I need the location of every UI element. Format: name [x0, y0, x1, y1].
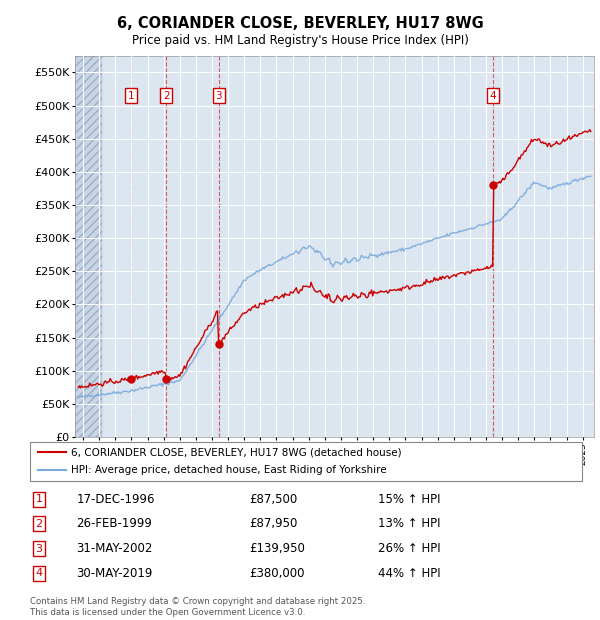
Bar	[75, 56, 103, 437]
Text: 4: 4	[35, 569, 43, 578]
Text: 3: 3	[35, 544, 43, 554]
Text: 3: 3	[215, 91, 222, 101]
Text: 2: 2	[35, 519, 43, 529]
FancyBboxPatch shape	[30, 442, 582, 481]
Text: 30-MAY-2019: 30-MAY-2019	[76, 567, 152, 580]
Text: 15% ↑ HPI: 15% ↑ HPI	[378, 493, 440, 505]
Text: 1: 1	[35, 494, 43, 504]
Text: Contains HM Land Registry data © Crown copyright and database right 2025.
This d: Contains HM Land Registry data © Crown c…	[30, 598, 365, 617]
Text: 17-DEC-1996: 17-DEC-1996	[76, 493, 155, 505]
Text: 1: 1	[127, 91, 134, 101]
Text: £87,950: £87,950	[249, 518, 298, 530]
Text: £87,500: £87,500	[249, 493, 297, 505]
Text: 6, CORIANDER CLOSE, BEVERLEY, HU17 8WG: 6, CORIANDER CLOSE, BEVERLEY, HU17 8WG	[116, 16, 484, 30]
Text: 13% ↑ HPI: 13% ↑ HPI	[378, 518, 440, 530]
Text: 4: 4	[490, 91, 496, 101]
Text: £380,000: £380,000	[249, 567, 305, 580]
Text: 6, CORIANDER CLOSE, BEVERLEY, HU17 8WG (detached house): 6, CORIANDER CLOSE, BEVERLEY, HU17 8WG (…	[71, 448, 402, 458]
Text: 26-FEB-1999: 26-FEB-1999	[76, 518, 152, 530]
Text: Price paid vs. HM Land Registry's House Price Index (HPI): Price paid vs. HM Land Registry's House …	[131, 34, 469, 47]
Text: 44% ↑ HPI: 44% ↑ HPI	[378, 567, 440, 580]
Text: 31-MAY-2002: 31-MAY-2002	[76, 542, 152, 555]
Text: 26% ↑ HPI: 26% ↑ HPI	[378, 542, 440, 555]
Text: 2: 2	[163, 91, 169, 101]
Text: £139,950: £139,950	[249, 542, 305, 555]
Text: HPI: Average price, detached house, East Riding of Yorkshire: HPI: Average price, detached house, East…	[71, 465, 387, 475]
